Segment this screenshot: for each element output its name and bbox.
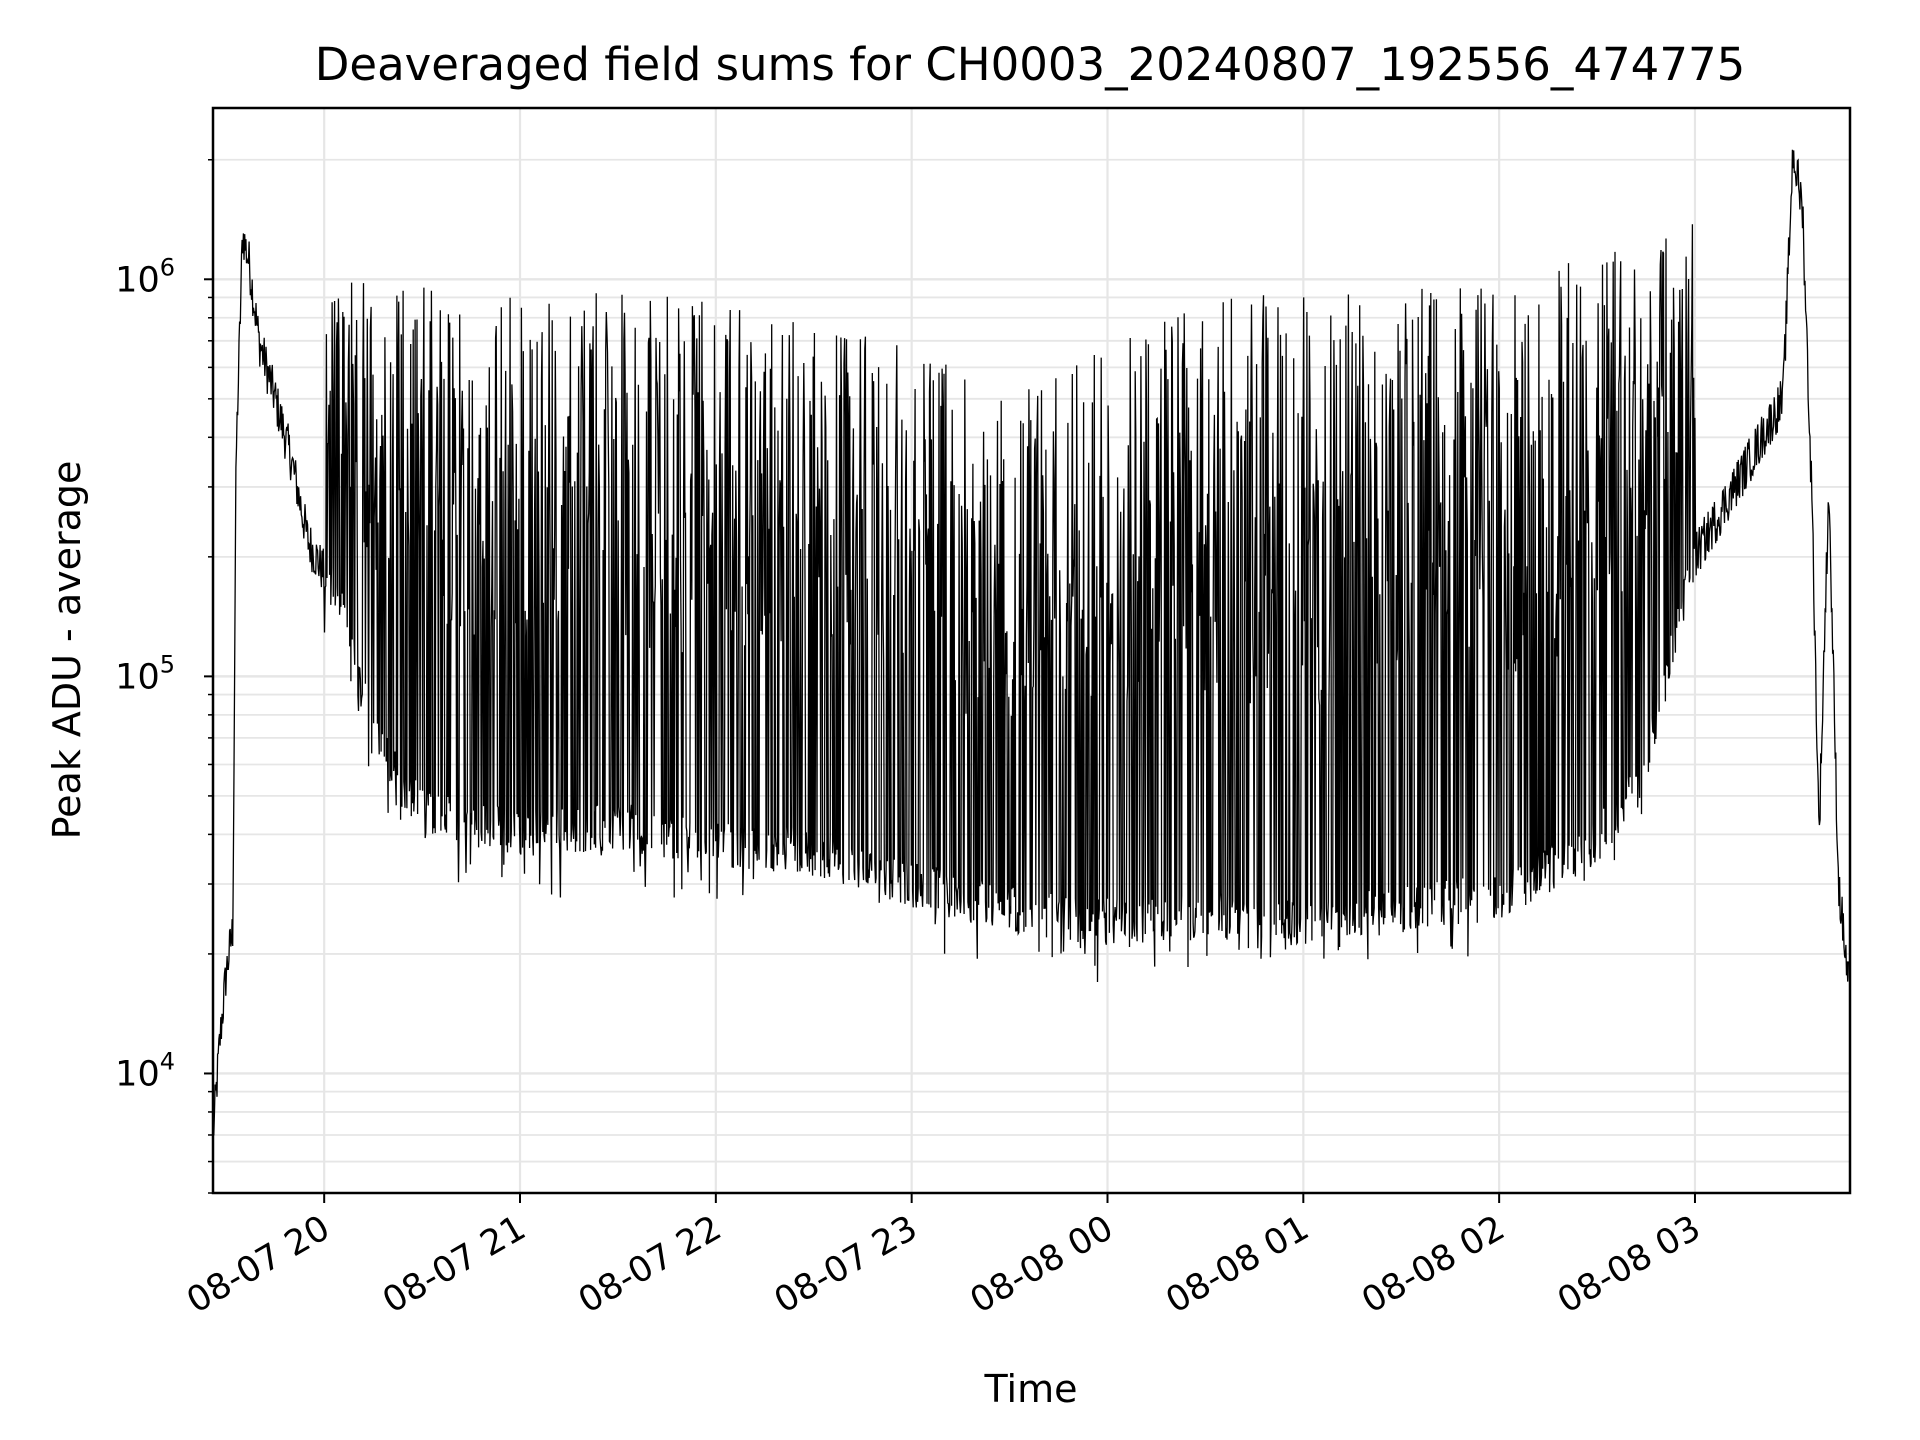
x-tick-label: 08-07 22: [572, 1208, 728, 1321]
x-tick-label: 08-07 20: [180, 1208, 336, 1321]
chart-title: Deaveraged field sums for CH0003_2024080…: [315, 38, 1745, 91]
x-tick-label: 08-07 23: [768, 1208, 924, 1321]
x-axis: 08-07 20 08-07 21 08-07 22 08-07 23 08-08 00…: [180, 1193, 1707, 1321]
y-axis: 104 105 106: [115, 159, 213, 1194]
y-axis-label: Peak ADU - average: [45, 461, 89, 840]
plot-frame: [211, 106, 1852, 1195]
x-tick-label: 08-08 00: [964, 1208, 1120, 1321]
y-tick-label: 104: [115, 1047, 175, 1094]
x-tick-label: 08-08 01: [1160, 1208, 1316, 1321]
x-tick-label: 08-08 03: [1551, 1208, 1707, 1321]
x-tick-label: 08-08 02: [1355, 1208, 1511, 1321]
y-tick-label: 105: [115, 650, 175, 697]
series-line: [212, 149, 1850, 1136]
x-axis-label: Time: [984, 1367, 1078, 1411]
x-tick-label: 08-07 21: [376, 1208, 532, 1321]
y-tick-label: 106: [115, 253, 175, 300]
data-layer: [212, 149, 1850, 1136]
